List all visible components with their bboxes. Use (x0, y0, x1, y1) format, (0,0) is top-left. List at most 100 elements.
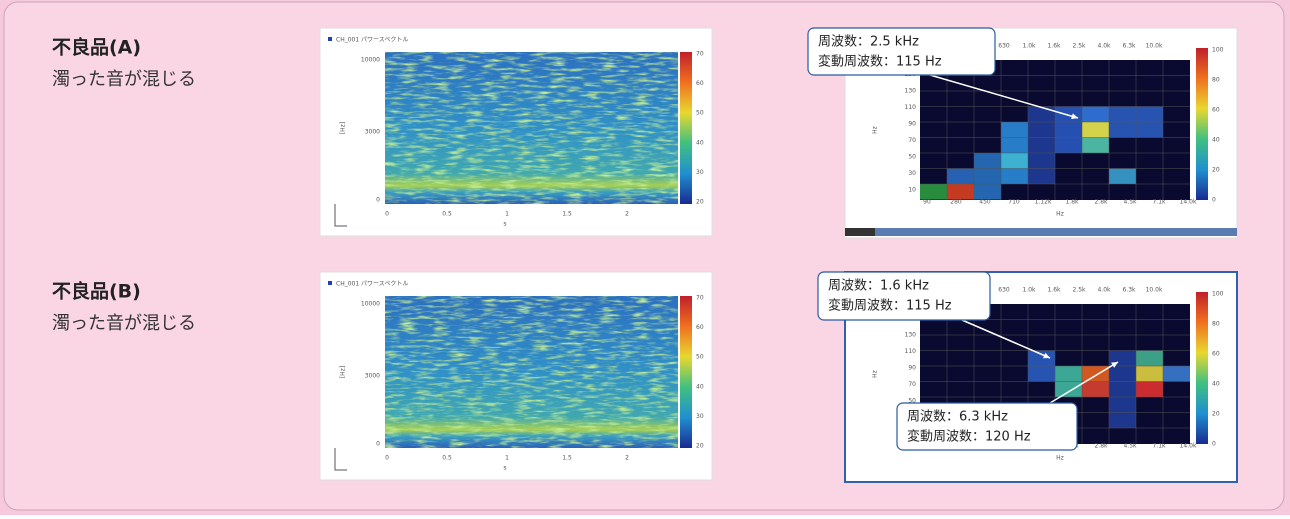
y-axis-label: Hz (872, 370, 879, 378)
colorbar-label: 100 (1212, 291, 1224, 298)
top-tick-label: 2.5k (1072, 287, 1086, 294)
callout-text: 周波数：2.5 kHz (818, 35, 919, 50)
heat-cell (920, 184, 947, 200)
colorbar (1196, 292, 1208, 444)
y-tick-label: 90 (908, 365, 916, 372)
legend-swatch (328, 281, 332, 285)
x-tick-label: 2.8k (1094, 443, 1108, 450)
colorbar-label: 30 (696, 169, 704, 176)
colorbar-label: 20 (1212, 167, 1220, 174)
axis-icon (334, 204, 347, 227)
colorbar (1196, 48, 1208, 200)
y-tick-label: 50 (908, 154, 916, 161)
top-tick-label: 1.6k (1047, 287, 1061, 294)
callout-text: 変動周波数：120 Hz (907, 429, 1031, 445)
panel-subtitle: 濁った音が混じる (52, 313, 196, 334)
heat-cell (1082, 122, 1109, 138)
x-tick-label: 1.8k (1065, 199, 1079, 206)
top-tick-label: 1.6k (1047, 43, 1061, 50)
colorbar-label: 20 (696, 199, 704, 206)
x-axis-label: s (503, 221, 506, 228)
heat-cell (1082, 381, 1109, 397)
colorbar-label: 0 (1212, 197, 1216, 204)
colorbar-label: 30 (696, 413, 704, 420)
x-tick-label: 1.5 (562, 455, 572, 462)
top-tick-label: 4.0k (1097, 43, 1111, 50)
legend-swatch (328, 37, 332, 41)
spectrogram-noise (385, 296, 678, 448)
top-tick-label: 4.0k (1097, 287, 1111, 294)
y-tick-label: 130 (905, 88, 917, 95)
colorbar-label: 80 (1212, 77, 1220, 84)
y-tick-label: 110 (905, 104, 917, 111)
heat-cell (974, 153, 1001, 200)
y-tick-label: 0 (376, 441, 380, 448)
top-tick-label: 630 (998, 287, 1010, 294)
y-axis-label: [Hz] (340, 122, 347, 134)
arrow (1049, 361, 1119, 404)
x-tick-label: 1.5 (562, 211, 572, 218)
callout-text: 変動周波数：115 Hz (818, 54, 942, 70)
panel-title: 不良品(A) (52, 36, 141, 59)
y-tick-label: 0 (376, 197, 380, 204)
x-tick-label: 450 (979, 199, 991, 206)
x-tick-label: 1 (505, 455, 509, 462)
x-axis-label: Hz (1056, 455, 1064, 462)
top-tick-label: 630 (998, 43, 1010, 50)
colorbar (680, 296, 692, 448)
heat-cell (1136, 366, 1163, 382)
heat-cell (1082, 366, 1109, 382)
spectrogram-header: CH_001 パワースペクトル (336, 281, 408, 288)
x-tick-label: 0.5 (442, 455, 452, 462)
x-tick-label: 2 (625, 455, 629, 462)
colorbar-label: 60 (696, 80, 704, 87)
heat-cell (1136, 350, 1163, 366)
colorbar (680, 52, 692, 204)
x-axis-label: s (503, 465, 506, 472)
scrollbar-thumb (845, 228, 875, 236)
callout-text: 周波数：6.3 kHz (907, 410, 1008, 425)
x-tick-label: 1.12k (1035, 199, 1052, 206)
y-axis-label: [Hz] (340, 366, 347, 378)
spectrogram-noise (385, 52, 678, 204)
colorbar-label: 50 (696, 354, 704, 361)
callout-text: 周波数：1.6 kHz (828, 279, 929, 294)
colorbar-label: 70 (696, 295, 704, 302)
colorbar-label: 20 (1212, 411, 1220, 418)
heat-cell (1001, 153, 1028, 169)
colorbar-label: 60 (1212, 107, 1220, 114)
x-tick-label: 2 (625, 211, 629, 218)
x-tick-label: 4.5k (1123, 199, 1137, 206)
panel-title: 不良品(B) (52, 280, 141, 303)
top-tick-label: 6.3k (1122, 43, 1136, 50)
y-tick-label: 70 (908, 137, 916, 144)
top-tick-label: 1.0k (1022, 287, 1036, 294)
colorbar-label: 0 (1212, 441, 1216, 448)
y-axis-label: Hz (872, 126, 879, 134)
heat-cell (1163, 366, 1190, 382)
y-tick-label: 70 (908, 381, 916, 388)
colorbar-label: 80 (1212, 321, 1220, 328)
colorbar-label: 70 (696, 51, 704, 58)
colorbar-label: 60 (696, 324, 704, 331)
x-tick-label: 90 (923, 199, 931, 206)
panel-subtitle: 濁った音が混じる (52, 69, 196, 90)
colorbar-label: 40 (1212, 137, 1220, 144)
x-tick-label: 2.8k (1094, 199, 1108, 206)
colorbar-label: 40 (696, 139, 704, 146)
x-tick-label: 14.0k (1180, 443, 1197, 450)
y-tick-label: 30 (908, 170, 916, 177)
scrollbar (845, 228, 1237, 236)
y-tick-label: 130 (905, 332, 917, 339)
y-tick-label: 10000 (361, 301, 380, 308)
y-tick-label: 10 (908, 187, 916, 194)
callout-text: 変動周波数：115 Hz (828, 298, 952, 314)
x-tick-label: 0.5 (442, 211, 452, 218)
arrow-head (1111, 362, 1118, 368)
top-tick-label: 1.0k (1022, 43, 1036, 50)
heat-cell (1028, 106, 1055, 184)
colorbar-label: 60 (1212, 351, 1220, 358)
callout-box (807, 27, 996, 76)
colorbar-label: 20 (696, 443, 704, 450)
